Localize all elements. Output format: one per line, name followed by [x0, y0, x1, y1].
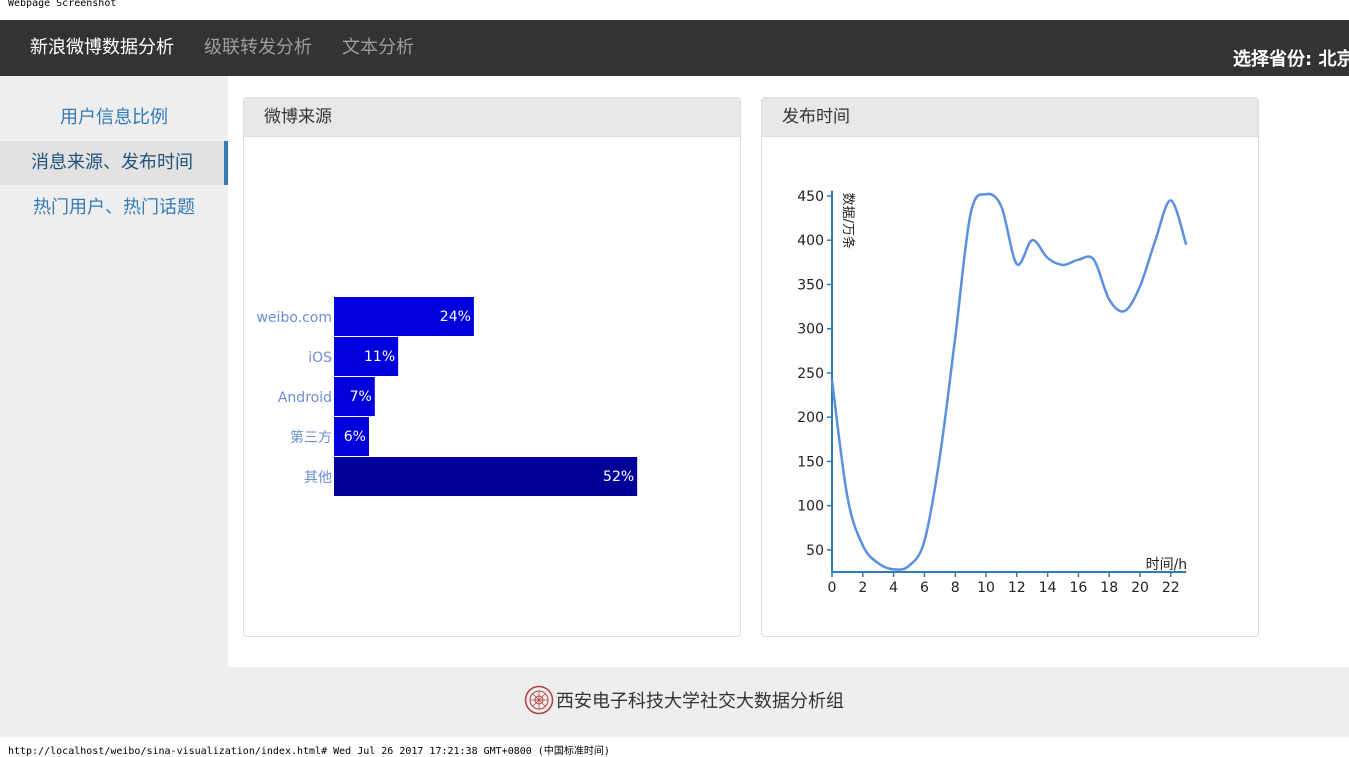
x-tick-label: 10 — [977, 580, 995, 596]
print-footer: http://localhost/weibo/sina-visualizatio… — [8, 746, 610, 757]
bar-category-label: Android — [278, 390, 332, 406]
y-tick-label: 350 — [797, 277, 824, 293]
footer: 西安电子科技大学社交大数据分析组 — [0, 667, 1349, 737]
university-logo-icon — [524, 685, 554, 715]
time-panel-title: 发布时间 — [762, 98, 1258, 137]
brand-link[interactable]: 新浪微博数据分析 — [30, 37, 174, 58]
x-tick-label: 22 — [1162, 580, 1180, 596]
bar-category-label: iOS — [308, 350, 332, 366]
x-tick-label: 0 — [828, 580, 837, 596]
source-panel-title: 微博来源 — [244, 98, 740, 137]
source-panel: 微博来源 weibo.com 24% iOS 11% Android 7% 第三方 6% 其他 5… — [243, 97, 741, 637]
y-tick-label: 50 — [806, 543, 824, 559]
y-tick-label: 200 — [797, 410, 824, 426]
x-axis-title: 时间/h — [1146, 557, 1188, 573]
y-tick-label: 300 — [797, 322, 824, 338]
x-tick-label: 16 — [1069, 580, 1087, 596]
sidebar-item-user-ratio[interactable]: 用户信息比例 — [60, 107, 168, 128]
y-axis-title: 数据/万条 — [840, 193, 856, 249]
x-tick-label: 18 — [1100, 580, 1118, 596]
bar-value-label: 52% — [603, 469, 634, 485]
bar-value-label: 7% — [350, 389, 372, 405]
bar-4 — [334, 457, 638, 496]
bar-1 — [334, 337, 399, 376]
province-selector[interactable]: 选择省份: 北京 — [1233, 49, 1349, 70]
y-tick-label: 400 — [797, 233, 824, 249]
bar-value-label: 11% — [364, 349, 395, 365]
series-line — [830, 192, 1188, 571]
navbar: 新浪微博数据分析 级联转发分析 文本分析 选择省份: 北京 — [0, 20, 1349, 76]
x-tick-label: 20 — [1131, 580, 1149, 596]
bar-value-label: 6% — [344, 429, 366, 445]
x-tick-label: 6 — [920, 580, 929, 596]
x-tick-label: 8 — [951, 580, 960, 596]
x-tick-label: 2 — [858, 580, 867, 596]
nav-link-cascade[interactable]: 级联转发分析 — [204, 37, 312, 58]
bar-2 — [334, 377, 375, 416]
bar-category-label: weibo.com — [256, 310, 332, 326]
bar-category-label: 其他 — [304, 470, 332, 486]
time-line-chart: 50 100 150 200 250 300 350 400 450 0 2 4 6 8 10 12 14 16 1… — [797, 189, 1188, 596]
sidebar-item-hot-users-topics[interactable]: 热门用户、热门话题 — [33, 197, 195, 218]
main-content: 微博来源 weibo.com 24% iOS 11% Android 7% 第三方 6% 其他 5… — [228, 76, 1349, 667]
bar-3 — [334, 417, 369, 456]
footer-text: 西安电子科技大学社交大数据分析组 — [556, 691, 844, 712]
bar-category-label: 第三方 — [290, 429, 332, 446]
bar-0 — [334, 297, 474, 336]
print-header: Webpage Screenshot — [8, 0, 117, 9]
sidebar: 用户信息比例 消息来源、发布时间 热门用户、热门话题 — [0, 76, 228, 667]
source-bar-chart: weibo.com 24% iOS 11% Android 7% 第三方 6% 其他 52% — [256, 297, 638, 496]
x-tick-label: 4 — [889, 580, 898, 596]
x-tick-label: 14 — [1039, 580, 1057, 596]
y-tick-label: 100 — [797, 499, 824, 515]
y-tick-label: 250 — [797, 366, 824, 382]
y-tick-label: 150 — [797, 454, 824, 470]
y-tick-label: 450 — [797, 189, 824, 205]
time-panel: 发布时间 50 100 150 200 250 300 350 400 450 0 2 4 6 8 10 12… — [761, 97, 1259, 637]
bar-value-label: 24% — [440, 309, 471, 325]
x-tick-label: 12 — [1008, 580, 1026, 596]
sidebar-item-source-time[interactable]: 消息来源、发布时间 — [0, 141, 228, 185]
nav-link-text-analysis[interactable]: 文本分析 — [342, 37, 414, 58]
